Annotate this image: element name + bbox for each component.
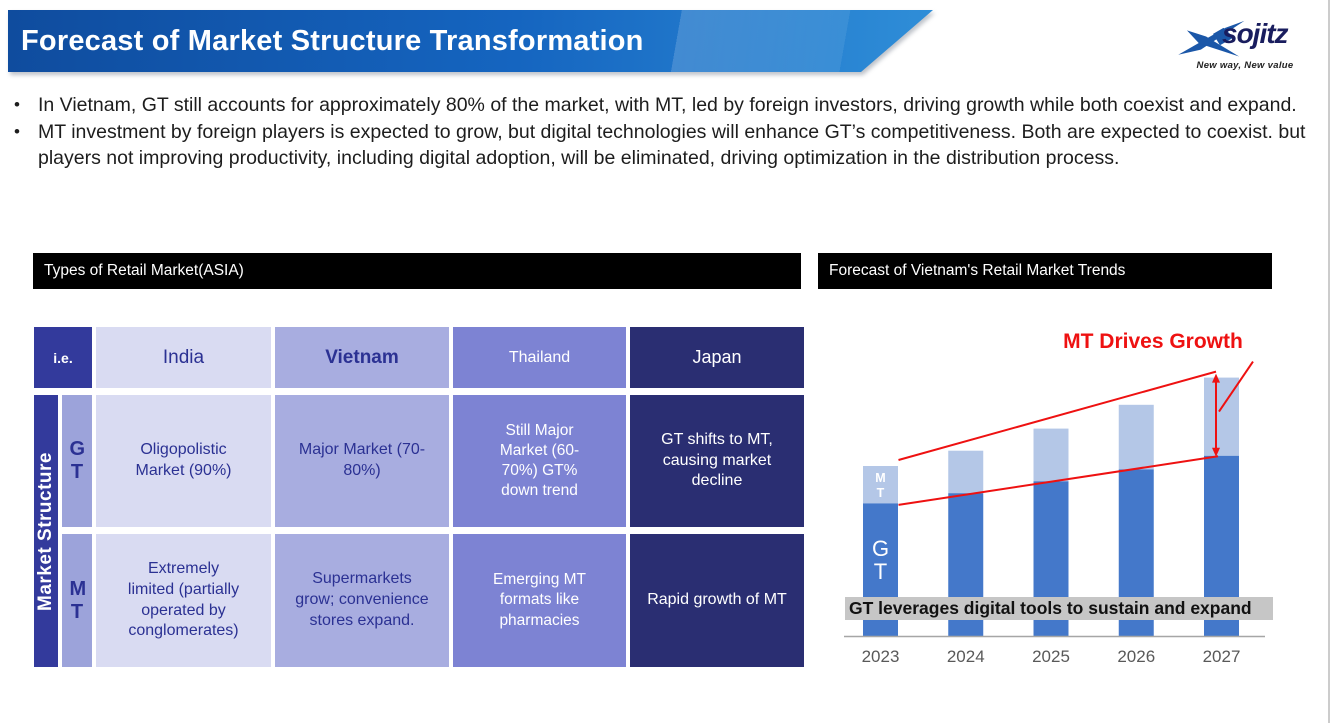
mt-trend-line xyxy=(898,370,1217,461)
column-header-thailand: Thailand xyxy=(453,327,626,388)
bar-segment-mt xyxy=(948,450,984,494)
table-section-title: Types of Retail Market(ASIA) xyxy=(33,253,801,289)
gt-segment-label: T xyxy=(874,559,887,584)
bar-segment-mt xyxy=(1033,428,1069,482)
gt-trend-line xyxy=(898,455,1219,506)
arrowhead-up xyxy=(1212,373,1220,383)
mt-segment-label: M xyxy=(875,471,885,485)
table-corner-label: i.e. xyxy=(34,327,92,388)
bullet-marker: • xyxy=(14,95,20,114)
x-axis-label: 2024 xyxy=(947,647,985,666)
retail-market-table: i.e. India Vietnam Thailand Japan Market… xyxy=(34,327,804,667)
row-axis-label: Market Structure xyxy=(34,395,58,667)
chart-section-title: Forecast of Vietnam's Retail Market Tren… xyxy=(818,253,1272,289)
x-axis-label: 2026 xyxy=(1117,647,1155,666)
cell-gt-india: Oligopolistic Market (90%) xyxy=(96,395,271,527)
row-label-mt: MT xyxy=(62,534,92,667)
row-label-gt: GT xyxy=(62,395,92,527)
x-axis-label: 2025 xyxy=(1032,647,1070,666)
summary-bullets: • In Vietnam, GT still accounts for appr… xyxy=(14,92,1314,172)
sojitz-swoosh-icon xyxy=(1178,20,1245,57)
row-axis-label-text: Market Structure xyxy=(35,451,56,611)
table-section-title-text: Types of Retail Market(ASIA) xyxy=(44,262,244,279)
sojitz-wordmark: sojitz xyxy=(1222,18,1289,49)
forecast-chart: 2023 2024 2025 2026 2027 M T G T MT Drives Growt… xyxy=(818,300,1318,700)
bar-segment-mt xyxy=(1118,404,1154,470)
chart-annotation: MT Drives Growth xyxy=(1063,330,1243,353)
x-axis-label: 2027 xyxy=(1203,647,1241,666)
annotation-pointer-line xyxy=(1218,361,1254,413)
bullet-text: In Vietnam, GT still accounts for approx… xyxy=(38,94,1297,116)
bullet-marker: • xyxy=(14,121,20,141)
cell-mt-vietnam: Supermarkets grow; convenience stores ex… xyxy=(275,534,449,667)
mt-segment-label: T xyxy=(877,486,885,500)
x-axis-label: 2023 xyxy=(862,647,900,666)
cell-gt-vietnam: Major Market (70-80%) xyxy=(275,395,449,527)
chart-band-note: GT leverages digital tools to sustain an… xyxy=(845,597,1273,620)
cell-gt-japan: GT shifts to MT, causing market decline xyxy=(630,395,804,527)
bullet-item: • MT investment by foreign players is ex… xyxy=(14,119,1314,172)
slide-right-border xyxy=(1328,0,1330,723)
gt-segment-label: G xyxy=(872,536,889,561)
bullet-text: MT investment by foreign players is expe… xyxy=(38,120,1306,170)
row-label-mt-text: MT xyxy=(69,577,87,623)
cell-gt-thailand: Still Major Market (60-70%) GT% down tre… xyxy=(453,395,626,527)
title-banner-shape: Forecast of Market Structure Transformat… xyxy=(8,10,933,72)
page-title: Forecast of Market Structure Transformat… xyxy=(21,25,644,57)
column-header-japan: Japan xyxy=(630,327,804,388)
title-banner: Forecast of Market Structure Transformat… xyxy=(8,10,933,72)
arrowhead-down xyxy=(1212,447,1220,457)
sojitz-logo: sojitz New way, New value xyxy=(1178,14,1310,74)
chart-section-title-text: Forecast of Vietnam's Retail Market Tren… xyxy=(829,262,1126,279)
column-header-vietnam: Vietnam xyxy=(275,327,449,388)
cell-mt-japan: Rapid growth of MT xyxy=(630,534,804,667)
cell-mt-thailand: Emerging MT formats like pharmacies xyxy=(453,534,626,667)
sojitz-tagline: New way, New value xyxy=(1196,60,1294,71)
bullet-item: • In Vietnam, GT still accounts for appr… xyxy=(14,92,1314,119)
cell-mt-india: Extremely limited (partially operated by… xyxy=(96,534,271,667)
bar-segment-mt xyxy=(863,466,898,504)
column-header-india: India xyxy=(96,327,271,388)
row-label-gt-text: GT xyxy=(69,438,86,483)
